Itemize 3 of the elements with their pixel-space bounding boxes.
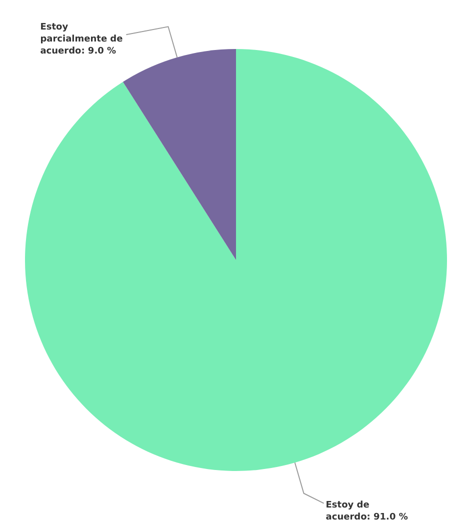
pie-slice (122, 49, 236, 260)
slice-label: Estoy parcialmente de acuerdo: 9.0 % (40, 22, 123, 57)
slice-label: Estoy de acuerdo: 91.0 % (326, 500, 408, 522)
